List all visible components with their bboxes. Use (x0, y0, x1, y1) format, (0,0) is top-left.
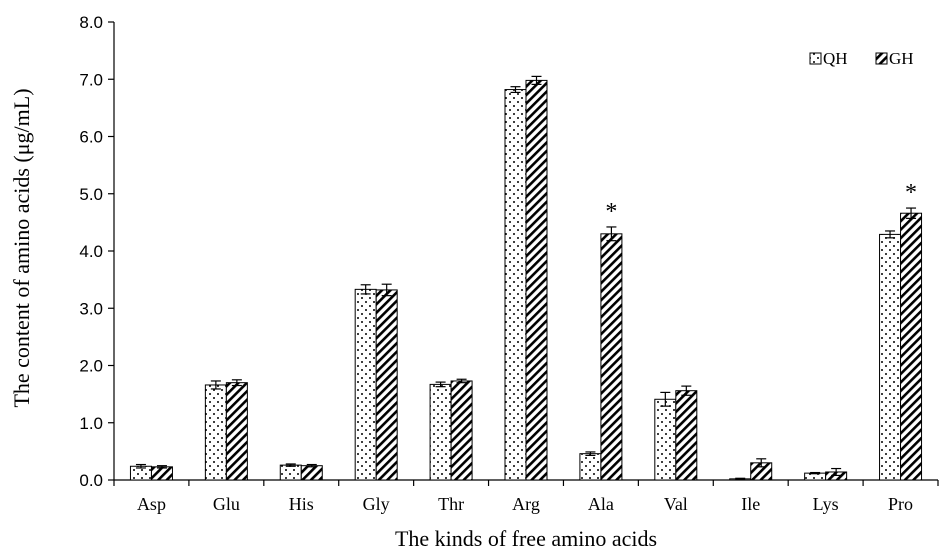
y-axis-title: The content of amino acids (μg/mL) (9, 88, 34, 407)
y-tick-label: 4.0 (79, 242, 103, 261)
x-tick-label: Arg (512, 494, 540, 514)
y-tick-label: 1.0 (79, 414, 103, 433)
x-tick-label: His (289, 494, 314, 514)
bar-gh-gly (375, 289, 398, 481)
error-bar (135, 463, 146, 469)
error-bar (456, 378, 467, 384)
x-axis-title: The kinds of free amino acids (395, 526, 657, 551)
legend-label-qh: QH (823, 49, 848, 68)
error-bar (735, 477, 746, 481)
bar-gh-arg (525, 79, 548, 481)
error-bar (906, 207, 917, 219)
error-bar (831, 467, 842, 477)
x-tick-label: Asp (137, 494, 166, 514)
bar-gh-thr (450, 380, 473, 481)
x-tick-label: Glu (213, 494, 240, 514)
y-tick-label: 3.0 (79, 299, 103, 318)
x-tick-label: Thr (438, 494, 464, 514)
error-bar (756, 458, 767, 468)
bar-gh-val (675, 390, 698, 481)
error-bar (231, 379, 242, 387)
bar-qh-pro (879, 233, 902, 481)
y-tick-label: 2.0 (79, 357, 103, 376)
significance-marker: * (605, 199, 617, 225)
error-bar (210, 380, 221, 390)
bars (129, 79, 923, 481)
error-bars (135, 75, 917, 481)
error-bar (381, 283, 392, 297)
bar-qh-val (654, 398, 677, 481)
x-tick-label: Pro (888, 494, 913, 514)
bar-qh-thr (429, 383, 452, 481)
error-bar (585, 451, 596, 456)
bar-qh-ala (579, 453, 602, 481)
x-tick-label: Lys (813, 494, 839, 514)
error-bar (360, 284, 371, 295)
significance-marker: * (905, 180, 917, 206)
error-bar (510, 86, 521, 94)
error-bar (306, 463, 317, 468)
x-ticks: Asp Glu His Gly Thr Arg Ala Val Ile Lys Pro (113, 480, 939, 514)
legend-swatch-gh (875, 52, 888, 65)
bar-qh-his (279, 464, 302, 481)
y-tick-label: 0.0 (79, 471, 103, 490)
x-tick-label: Gly (363, 494, 390, 514)
bar-qh-gly (354, 288, 377, 481)
bar-gh-glu (225, 382, 248, 481)
bar-qh-arg (504, 89, 527, 481)
error-bar (606, 226, 617, 242)
legend-label-gh: GH (889, 49, 914, 68)
bar-gh-pro (900, 212, 923, 481)
error-bar (156, 465, 167, 469)
x-tick-label: Ala (588, 494, 614, 514)
x-tick-label: Val (664, 494, 688, 514)
error-bar (435, 381, 446, 388)
y-tick-label: 8.0 (79, 13, 103, 32)
bar-qh-glu (204, 384, 227, 481)
error-bar (660, 391, 671, 407)
error-bar (885, 230, 896, 239)
y-tick-label: 6.0 (79, 128, 103, 147)
annotations: ** (605, 180, 917, 225)
legend-swatch-qh (809, 52, 822, 65)
y-tick-label: 5.0 (79, 185, 103, 204)
x-tick-label: Ile (741, 494, 760, 514)
error-bar (681, 385, 692, 396)
error-bar (810, 471, 821, 475)
bar-gh-his (300, 465, 323, 481)
bar-gh-asp (150, 466, 173, 481)
y-ticks: 0.0 1.0 2.0 3.0 4.0 5.0 6.0 7.0 8.0 (79, 13, 114, 490)
y-tick-label: 7.0 (79, 70, 103, 89)
bar-gh-ala (600, 233, 623, 481)
legend: QH GH (809, 49, 914, 68)
error-bar (531, 75, 542, 86)
error-bar (285, 463, 296, 467)
